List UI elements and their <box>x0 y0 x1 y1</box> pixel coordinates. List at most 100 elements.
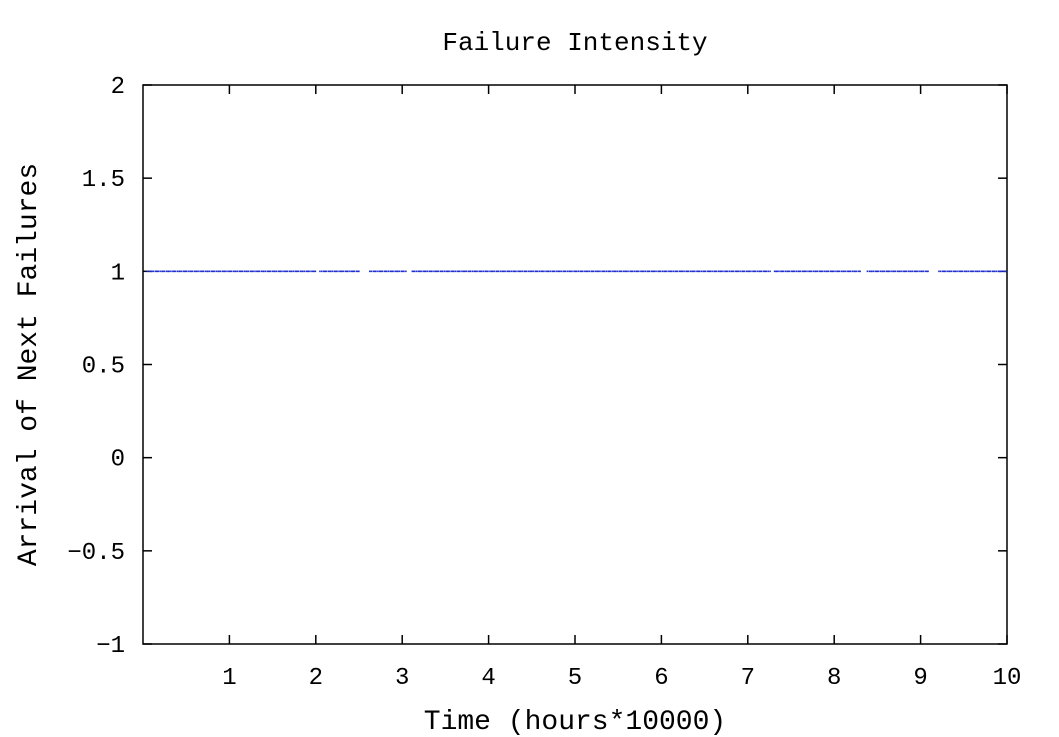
data-point <box>792 270 794 273</box>
data-point <box>804 270 806 273</box>
data-point <box>644 270 647 273</box>
data-point <box>629 270 631 273</box>
y-tick-label: −1 <box>96 633 125 660</box>
data-point <box>855 270 858 273</box>
data-point <box>381 270 384 273</box>
data-point <box>730 270 732 273</box>
data-point <box>881 270 883 273</box>
x-tick-label: 1 <box>222 665 236 692</box>
data-point <box>198 270 200 273</box>
data-point <box>249 270 252 273</box>
data-point <box>837 270 839 273</box>
data-point <box>541 270 544 273</box>
data-point <box>574 270 577 273</box>
data-point <box>528 270 530 273</box>
data-point <box>722 270 724 273</box>
data-point <box>245 270 247 273</box>
data-point <box>459 270 461 273</box>
data-point <box>450 270 452 273</box>
data-point <box>995 270 998 273</box>
data-point <box>308 270 310 273</box>
data-point <box>484 270 487 273</box>
data-point <box>782 270 785 273</box>
data-point <box>726 270 729 273</box>
data-point <box>910 270 912 273</box>
data-point <box>696 270 698 273</box>
data-point <box>519 270 522 273</box>
data-point <box>182 270 185 273</box>
x-tick-label: 10 <box>993 665 1022 692</box>
data-point <box>333 270 336 273</box>
data-point <box>870 270 872 273</box>
data-point <box>417 270 420 273</box>
y-tick-label: 0.5 <box>82 354 125 381</box>
data-point <box>256 270 258 273</box>
data-point <box>635 270 638 273</box>
data-point <box>709 270 712 273</box>
data-point <box>978 270 981 273</box>
data-point <box>284 270 286 273</box>
data-point <box>235 270 237 273</box>
data-point <box>325 270 328 273</box>
data-point <box>443 270 446 273</box>
data-point <box>825 270 827 273</box>
y-tick-label: 1 <box>111 260 125 287</box>
data-point <box>566 270 569 273</box>
data-point <box>280 270 282 273</box>
y-tick-label: 0 <box>111 447 125 474</box>
data-point <box>608 270 611 273</box>
data-point <box>473 270 476 273</box>
data-point <box>859 270 861 273</box>
data-point <box>894 270 897 273</box>
data-point <box>310 270 312 273</box>
data-point <box>672 270 675 273</box>
data-point <box>610 270 612 273</box>
data-point <box>172 270 174 273</box>
data-point <box>678 270 681 273</box>
x-axis-label: Time (hours*10000) <box>424 707 726 737</box>
data-point <box>251 270 253 273</box>
data-point <box>501 270 504 273</box>
data-point <box>482 270 485 273</box>
data-point <box>479 270 482 273</box>
data-point <box>446 270 449 273</box>
data-point <box>622 270 625 273</box>
data-point <box>210 270 213 273</box>
data-point <box>476 270 478 273</box>
data-point <box>836 270 838 273</box>
data-point <box>918 270 920 273</box>
data-point <box>575 270 578 273</box>
data-point <box>185 270 188 273</box>
data-point <box>911 270 914 273</box>
data-point <box>685 270 687 273</box>
data-point <box>558 270 561 273</box>
data-point <box>525 270 528 273</box>
data-point <box>691 270 694 273</box>
data-point <box>681 270 684 273</box>
data-point <box>922 270 925 273</box>
data-point <box>179 270 181 273</box>
data-point <box>826 270 828 273</box>
data-point <box>708 270 711 273</box>
data-point <box>697 270 700 273</box>
data-point <box>847 270 849 273</box>
data-point <box>412 270 415 273</box>
data-point <box>543 270 545 273</box>
data-point <box>954 270 956 273</box>
data-point <box>898 270 900 273</box>
x-tick-label: 3 <box>395 665 409 692</box>
data-point <box>742 270 745 273</box>
data-point <box>187 270 189 273</box>
data-point <box>336 270 338 273</box>
data-point <box>580 270 583 273</box>
data-point <box>389 270 392 273</box>
data-point <box>349 270 351 273</box>
data-point <box>493 270 496 273</box>
data-point <box>495 270 498 273</box>
x-tick-label: 7 <box>741 665 755 692</box>
data-point <box>517 270 519 273</box>
data-point <box>686 270 689 273</box>
data-point <box>523 270 526 273</box>
data-point <box>451 270 454 273</box>
data-point <box>303 270 306 273</box>
